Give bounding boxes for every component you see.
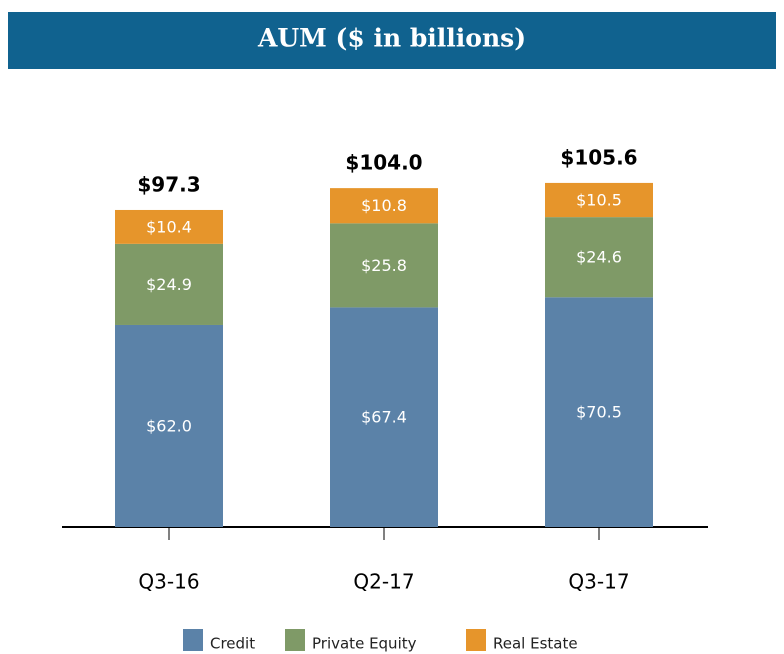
- bar-segment: [545, 182, 653, 218]
- value-label: $25.8: [361, 256, 407, 275]
- value-label: $62.0: [146, 416, 192, 435]
- value-label: $67.4: [361, 408, 407, 427]
- total-label: $104.0: [345, 151, 422, 175]
- total-label: $97.3: [137, 172, 200, 196]
- value-label: $24.9: [146, 275, 192, 294]
- legend-swatch: [183, 629, 203, 651]
- x-tick-label: Q3-16: [138, 570, 199, 594]
- value-label: $24.6: [576, 248, 622, 267]
- title-band: [8, 12, 776, 69]
- legend-label: Real Estate: [493, 635, 578, 653]
- bar-segment: [330, 307, 438, 527]
- bar-segment: [330, 188, 438, 224]
- legend-swatch: [466, 629, 486, 651]
- bar-segment: [330, 223, 438, 308]
- value-label: $10.8: [361, 196, 407, 215]
- total-label: $105.6: [560, 145, 637, 169]
- legend-label: Credit: [210, 635, 255, 653]
- x-tick-label: Q2-17: [353, 570, 414, 594]
- bar-segment: [545, 297, 653, 527]
- chart-title: AUM ($ in billions): [257, 24, 526, 53]
- value-label: $10.4: [146, 217, 192, 236]
- legend-label: Private Equity: [312, 635, 417, 653]
- x-tick-label: Q3-17: [568, 570, 629, 594]
- value-label: $10.5: [576, 191, 622, 210]
- bar-segment: [115, 243, 223, 325]
- bar-segment: [545, 217, 653, 298]
- bar-segment: [115, 324, 223, 527]
- legend-swatch: [285, 629, 305, 651]
- bar-segment: [115, 209, 223, 244]
- value-label: $70.5: [576, 403, 622, 422]
